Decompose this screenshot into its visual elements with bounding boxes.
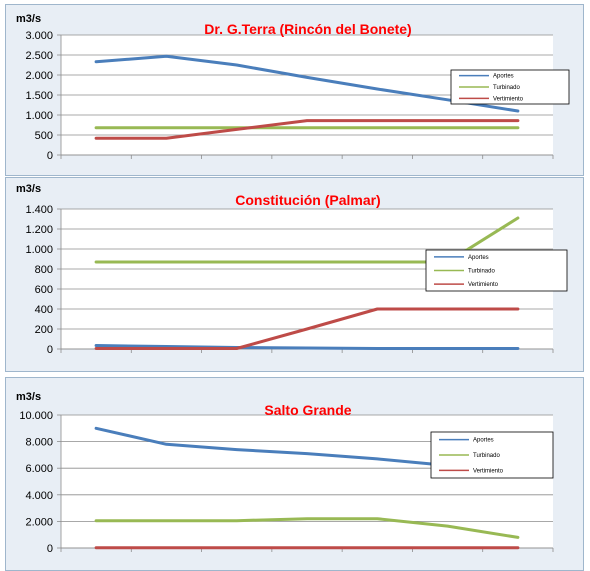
legend-label-aportes: Aportes [468, 255, 489, 261]
y-tick-label: 4.000 [25, 490, 53, 502]
legend-label-turbinado: Turbinado [468, 269, 495, 275]
y-tick-label: 500 [35, 130, 53, 142]
y-tick-label: 1.400 [25, 204, 53, 216]
legend-label-turbinado: Turbinado [473, 453, 500, 459]
y-unit-label: m3/s [16, 13, 41, 25]
y-tick-label: 400 [35, 304, 53, 316]
chart-title: Salto Grande [264, 402, 351, 418]
chart-title: Constitución (Palmar) [235, 192, 380, 208]
chart-svg-rincon-del-bonete: 0 500 1.000 1.500 2.000 2.500 3.000 Aportes Turb… [16, 13, 570, 162]
y-tick-label: 1.500 [25, 90, 53, 102]
y-tick-label: 8.000 [25, 437, 53, 449]
chart-panel-salto-grande: 0 2.000 4.000 6.000 8.000 10.000 Aportes Turbin… [5, 377, 584, 571]
chart-title: Dr. G.Terra (Rincón del Bonete) [204, 21, 411, 37]
y-tick-label: 0 [47, 344, 53, 356]
series-line-turbinado [94, 517, 520, 539]
y-unit-label: m3/s [16, 183, 41, 195]
chart-svg-palmar: 0 200 400 600 800 1.000 1.200 1.400 Aportes Turbi… [16, 183, 568, 356]
series-line-vertimiento [94, 307, 520, 350]
chart-panel-palmar: 0 200 400 600 800 1.000 1.200 1.400 Aportes Turbi… [5, 177, 584, 372]
y-tick-label: 2.000 [25, 70, 53, 82]
series-line-aportes [94, 344, 520, 350]
y-tick-label: 0 [47, 543, 53, 555]
series-line-aportes [94, 54, 520, 113]
y-tick-label: 600 [35, 284, 53, 296]
legend-label-vertimiento: Vertimiento [468, 282, 499, 288]
y-tick-label: 3.000 [25, 30, 53, 42]
y-tick-label: 2.500 [25, 50, 53, 62]
y-tick-label: 1.200 [25, 224, 53, 236]
y-tick-label: 1.000 [25, 244, 53, 256]
legend-label-vertimiento: Vertimiento [493, 96, 524, 102]
legend-label-aportes: Aportes [473, 438, 494, 444]
legend-label-vertimiento: Vertimiento [473, 468, 504, 474]
y-tick-label: 1.000 [25, 110, 53, 122]
legend-label-aportes: Aportes [493, 74, 514, 80]
y-tick-label: 200 [35, 324, 53, 336]
y-tick-label: 6.000 [25, 463, 53, 475]
series-line-vertimiento [94, 119, 520, 140]
y-unit-label: m3/s [16, 391, 41, 403]
y-tick-label: 0 [47, 150, 53, 162]
y-tick-label: 2.000 [25, 516, 53, 528]
chart-panel-rincon-del-bonete: 0 500 1.000 1.500 2.000 2.500 3.000 Aportes Turb… [5, 4, 584, 176]
y-tick-label: 10.000 [19, 410, 53, 422]
legend-label-turbinado: Turbinado [493, 85, 520, 91]
chart-svg-salto-grande: 0 2.000 4.000 6.000 8.000 10.000 Aportes Turbin… [16, 391, 554, 555]
y-tick-label: 800 [35, 264, 53, 276]
